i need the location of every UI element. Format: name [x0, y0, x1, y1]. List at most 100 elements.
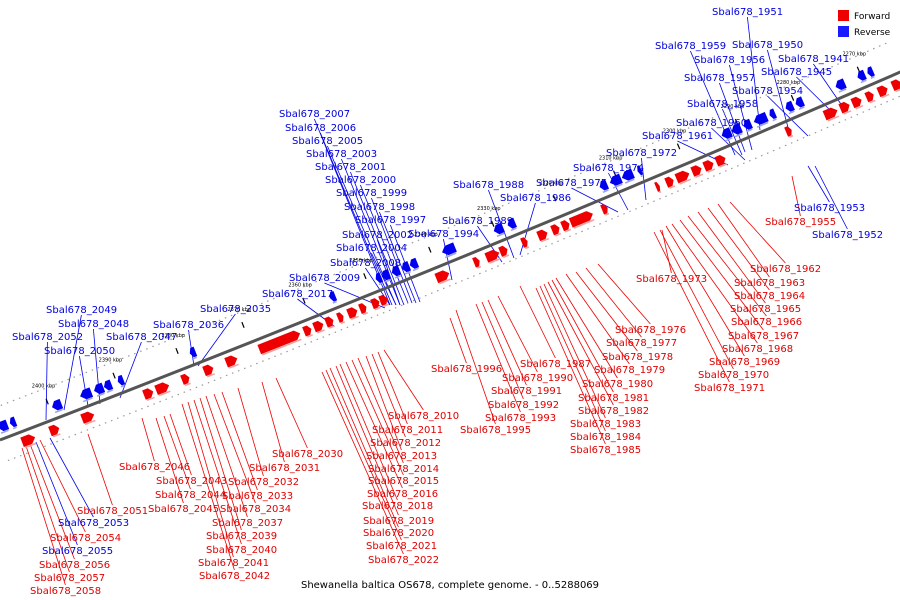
gene-label[interactable]: Sbal678_1968 [722, 344, 793, 355]
gene-label[interactable]: Sbal678_1998 [344, 202, 415, 213]
gene-label[interactable]: Sbal678_2049 [46, 305, 117, 316]
gene-label[interactable]: Sbal678_1957 [684, 73, 755, 84]
gene-label[interactable]: Sbal678_1954 [732, 86, 803, 97]
gene-label[interactable]: Sbal678_2045 [148, 504, 219, 515]
gene-label[interactable]: Sbal678_1997 [355, 215, 426, 226]
gene-label[interactable]: Sbal678_1988 [453, 180, 524, 191]
gene-label[interactable]: Sbal678_1970 [698, 370, 769, 381]
gene-label[interactable]: Sbal678_2001 [315, 162, 386, 173]
gene-label[interactable]: Sbal678_2013 [366, 451, 437, 462]
gene-label[interactable]: Sbal678_1967 [728, 331, 799, 342]
gene-label[interactable]: Sbal678_2037 [212, 518, 283, 529]
gene-label[interactable]: Sbal678_1984 [570, 432, 641, 443]
gene-label[interactable]: Sbal678_2012 [370, 438, 441, 449]
gene-label[interactable]: Sbal678_1983 [570, 419, 641, 430]
gene-label[interactable]: Sbal678_2016 [367, 489, 438, 500]
gene-label[interactable]: Sbal678_2048 [58, 319, 129, 330]
gene-label[interactable]: Sbal678_2031 [249, 463, 320, 474]
gene-label[interactable]: Sbal678_2043 [156, 476, 227, 487]
gene-label[interactable]: Sbal678_1993 [485, 413, 556, 424]
gene-label[interactable]: Sbal678_2000 [325, 175, 396, 186]
gene-label[interactable]: Sbal678_2056 [39, 560, 110, 571]
gene-label[interactable]: Sbal678_2032 [228, 477, 299, 488]
gene-label[interactable]: Sbal678_2047 [106, 332, 177, 343]
gene-label[interactable]: Sbal678_1953 [794, 203, 865, 214]
gene-label[interactable]: Sbal678_2051 [77, 506, 148, 517]
gene-label[interactable]: Sbal678_2005 [292, 136, 363, 147]
gene-label[interactable]: Sbal678_2030 [272, 449, 343, 460]
gene-label[interactable]: Sbal678_2019 [363, 516, 434, 527]
gene-label[interactable]: Sbal678_1986 [500, 193, 571, 204]
gene-label[interactable]: Sbal678_1945 [761, 67, 832, 78]
gene-label[interactable]: Sbal678_1974 [573, 163, 644, 174]
gene-label[interactable]: Sbal678_2002 [342, 230, 413, 241]
gene-label[interactable]: Sbal678_2015 [368, 476, 439, 487]
gene-label[interactable]: Sbal678_1982 [578, 406, 649, 417]
gene-label[interactable]: Sbal678_1941 [778, 54, 849, 65]
gene-label[interactable]: Sbal678_1973 [636, 274, 707, 285]
gene-label[interactable]: Sbal678_2040 [206, 545, 277, 556]
gene-label[interactable]: Sbal678_2009 [289, 273, 360, 284]
gene-label[interactable]: Sbal678_1955 [765, 217, 836, 228]
gene-label[interactable]: Sbal678_2021 [366, 541, 437, 552]
gene-label[interactable]: Sbal678_1952 [812, 230, 883, 241]
gene-label[interactable]: Sbal678_1995 [460, 425, 531, 436]
gene-label[interactable]: Sbal678_1972 [606, 148, 677, 159]
gene-label[interactable]: Sbal678_2008 [330, 258, 401, 269]
gene-label[interactable]: Sbal678_2050 [44, 346, 115, 357]
gene-label[interactable]: Sbal678_1971 [694, 383, 765, 394]
gene-label[interactable]: Sbal678_1951 [712, 7, 783, 18]
gene-label[interactable]: Sbal678_1975 [536, 178, 607, 189]
gene-label[interactable]: Sbal678_2003 [306, 149, 377, 160]
gene-label[interactable]: Sbal678_2055 [42, 546, 113, 557]
gene-label[interactable]: Sbal678_1991 [491, 386, 562, 397]
gene-label[interactable]: Sbal678_1959 [655, 41, 726, 52]
gene-label[interactable]: Sbal678_2058 [30, 586, 101, 597]
gene-label[interactable]: Sbal678_2033 [222, 491, 293, 502]
gene-label[interactable]: Sbal678_1956 [694, 55, 765, 66]
gene-label[interactable]: Sbal678_2041 [198, 558, 269, 569]
gene-label[interactable]: Sbal678_2052 [12, 332, 83, 343]
gene-label[interactable]: Sbal678_1960 [676, 118, 747, 129]
gene-label[interactable]: Sbal678_1990 [502, 373, 573, 384]
gene-label[interactable]: Sbal678_1999 [336, 188, 407, 199]
gene-label[interactable]: Sbal678_1987 [520, 359, 591, 370]
gene-label[interactable]: Sbal678_2053 [58, 518, 129, 529]
gene-label[interactable]: Sbal678_2004 [336, 243, 407, 254]
gene-label[interactable]: Sbal678_2044 [155, 490, 226, 501]
gene-label[interactable]: Sbal678_1969 [709, 357, 780, 368]
gene-label[interactable]: Sbal678_1977 [606, 338, 677, 349]
gene-label[interactable]: Sbal678_1981 [578, 393, 649, 404]
gene-label[interactable]: Sbal678_2006 [285, 123, 356, 134]
gene-label[interactable]: Sbal678_2054 [50, 533, 121, 544]
gene-label[interactable]: Sbal678_1976 [615, 325, 686, 336]
gene-label[interactable]: Sbal678_2014 [368, 464, 439, 475]
gene-label[interactable]: Sbal678_2022 [368, 555, 439, 566]
gene-label[interactable]: Sbal678_2011 [372, 425, 443, 436]
gene-label[interactable]: Sbal678_1989 [442, 216, 513, 227]
gene-label[interactable]: Sbal678_1964 [734, 291, 805, 302]
gene-label[interactable]: Sbal678_1996 [431, 364, 502, 375]
gene-label[interactable]: Sbal678_2034 [220, 504, 291, 515]
gene-label[interactable]: Sbal678_2035 [200, 304, 271, 315]
gene-label[interactable]: Sbal678_1950 [732, 40, 803, 51]
gene-label[interactable]: Sbal678_2018 [362, 501, 433, 512]
gene-label[interactable]: Sbal678_1963 [734, 278, 805, 289]
gene-label[interactable]: Sbal678_1994 [408, 229, 479, 240]
gene-label[interactable]: Sbal678_2046 [119, 462, 190, 473]
gene-label[interactable]: Sbal678_2007 [279, 109, 350, 120]
gene-label[interactable]: Sbal678_2036 [153, 320, 224, 331]
gene-label[interactable]: Sbal678_1992 [488, 400, 559, 411]
gene-label[interactable]: Sbal678_1966 [731, 317, 802, 328]
gene-label[interactable]: Sbal678_1962 [750, 264, 821, 275]
gene-label[interactable]: Sbal678_2042 [199, 571, 270, 582]
gene-label[interactable]: Sbal678_1978 [602, 352, 673, 363]
gene-label[interactable]: Sbal678_1958 [687, 99, 758, 110]
gene-label[interactable]: Sbal678_1980 [582, 379, 653, 390]
gene-label[interactable]: Sbal678_2020 [363, 528, 434, 539]
gene-label[interactable]: Sbal678_1965 [730, 304, 801, 315]
gene-label[interactable]: Sbal678_1961 [642, 131, 713, 142]
gene-label[interactable]: Sbal678_2017 [262, 289, 333, 300]
gene-label[interactable]: Sbal678_1979 [594, 365, 665, 376]
gene-label[interactable]: Sbal678_2039 [206, 531, 277, 542]
